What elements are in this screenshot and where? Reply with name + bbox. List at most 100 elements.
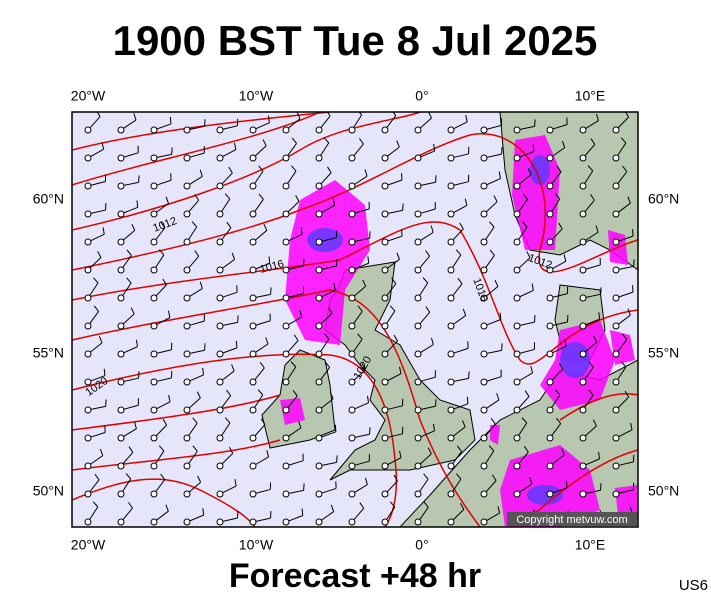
wind-barb (348, 395, 369, 414)
heavy-precipitation (307, 155, 590, 505)
wind-barb (381, 112, 397, 134)
lat-label: 60°N (648, 191, 679, 207)
wind-barb (546, 254, 567, 274)
wind-barb (348, 333, 363, 358)
wind-barb (546, 193, 561, 218)
wind-barb (480, 171, 501, 190)
wind-barb (381, 450, 402, 470)
wind-barb (117, 277, 132, 302)
wind-barb (546, 286, 569, 302)
wind-barb (480, 221, 495, 246)
wind-barb (480, 118, 502, 134)
wind-barb (480, 312, 502, 330)
wind-barb (315, 333, 330, 358)
wind-barb (579, 287, 602, 302)
wind-barb (612, 137, 627, 162)
wind-barb (183, 445, 198, 470)
wind-barb (84, 473, 100, 498)
wind-barb (315, 166, 332, 190)
wind-barb (348, 305, 363, 330)
wind-barb (579, 389, 594, 414)
wind-barb (249, 313, 271, 330)
wind-barb (150, 504, 169, 526)
wind-barb (579, 138, 596, 162)
wind-barb (480, 506, 501, 526)
wind-barb (612, 112, 630, 134)
wind-barb (414, 337, 434, 358)
wind-barb (414, 225, 434, 246)
wind-barb (348, 454, 370, 470)
wind-barb (84, 336, 103, 358)
wind-barb (381, 474, 398, 498)
wind-barb (249, 139, 267, 162)
map-content (72, 112, 638, 527)
wind-barb (117, 307, 135, 330)
wind-barb (84, 227, 105, 246)
wind-barb (117, 200, 139, 218)
wind-barb (447, 249, 462, 274)
wind-barb (150, 445, 165, 470)
wind-barb (150, 342, 173, 358)
wind-barb (315, 137, 330, 162)
wind-barb (480, 445, 495, 470)
wind-barb (216, 193, 231, 218)
wind-barb (513, 168, 532, 190)
wind-barb (612, 229, 634, 246)
wind-barb (84, 501, 99, 526)
wind-barb (183, 367, 205, 386)
wind-barb (183, 391, 201, 414)
wind-barb (513, 251, 531, 274)
wind-barb (447, 503, 465, 526)
wind-barb (282, 286, 305, 302)
wind-barb (216, 252, 236, 274)
wind-barb (249, 450, 270, 470)
wind-barb (447, 396, 469, 414)
wind-barb (282, 195, 300, 218)
wind-barb (579, 419, 597, 442)
copyright-box (507, 512, 637, 526)
wind-barb (612, 454, 635, 470)
wind-barb (480, 343, 503, 358)
wind-barb (84, 251, 102, 274)
wind-barb (579, 335, 598, 358)
wind-barb (414, 277, 429, 302)
wind-barb (447, 146, 470, 162)
wind-barb (315, 424, 337, 442)
lon-label: 0° (415, 537, 428, 553)
lon-label: 10°E (575, 537, 606, 553)
wind-barb (315, 361, 331, 386)
lon-label: 10°E (575, 88, 606, 104)
wind-barb (612, 165, 628, 190)
wind-barb (216, 510, 239, 526)
wind-barb (546, 165, 562, 190)
wind-barb (414, 306, 431, 330)
wind-barb (348, 477, 368, 498)
wind-barb (480, 147, 503, 162)
wind-barb (249, 482, 272, 498)
wind-barb (183, 119, 206, 134)
wind-barb (546, 117, 568, 134)
wind-barb (447, 473, 462, 498)
wind-barb (612, 390, 630, 414)
wind-barb (150, 249, 165, 274)
wind-barb (282, 310, 303, 330)
wind-barb (480, 195, 498, 218)
wind-barb (381, 203, 404, 218)
wind-barb (447, 371, 470, 386)
wind-barb (249, 389, 264, 414)
wind-barb (348, 256, 370, 274)
wind-barb (150, 418, 168, 442)
lat-label: 60°N (33, 191, 64, 207)
lat-label: 50°N (33, 483, 64, 499)
wind-barb (150, 278, 167, 302)
wind-barb (414, 144, 436, 162)
wind-barb (216, 285, 238, 302)
wind-barb (447, 420, 466, 442)
wind-barb (183, 417, 198, 442)
wind-barb (348, 427, 371, 442)
wind-barb (381, 305, 396, 330)
wind-barb (282, 165, 297, 190)
wind-barb (579, 483, 602, 498)
wind-barb (150, 173, 172, 190)
wind-barb (414, 447, 432, 470)
